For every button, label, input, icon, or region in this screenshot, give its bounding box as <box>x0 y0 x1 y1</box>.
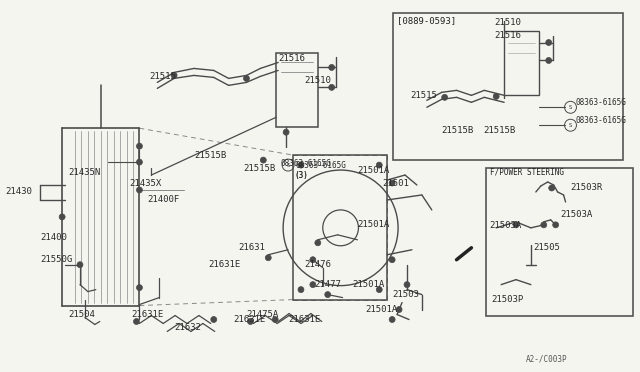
Circle shape <box>541 222 547 228</box>
Circle shape <box>513 222 519 228</box>
Text: 08363-6165G: 08363-6165G <box>575 116 627 125</box>
Circle shape <box>493 93 499 99</box>
Text: 08363-6165G: 08363-6165G <box>280 158 331 167</box>
Text: 21515B: 21515B <box>442 126 474 135</box>
Text: S: S <box>287 163 290 167</box>
Text: 21475A: 21475A <box>246 310 278 319</box>
Circle shape <box>283 129 289 135</box>
Text: 21501A: 21501A <box>353 280 385 289</box>
Circle shape <box>329 64 335 70</box>
Text: 21510: 21510 <box>304 76 331 85</box>
Circle shape <box>389 317 395 323</box>
Text: 21435X: 21435X <box>129 179 162 187</box>
Text: 21400: 21400 <box>40 233 67 242</box>
Circle shape <box>59 214 65 220</box>
Circle shape <box>329 84 335 90</box>
Text: 21631E: 21631E <box>288 315 321 324</box>
Text: 21550G: 21550G <box>40 255 72 264</box>
Circle shape <box>136 143 143 149</box>
Circle shape <box>171 73 177 78</box>
Circle shape <box>546 58 552 64</box>
Circle shape <box>243 76 250 81</box>
Circle shape <box>376 286 382 293</box>
Text: F/POWER STEERING: F/POWER STEERING <box>490 167 564 177</box>
Text: 21515: 21515 <box>149 72 176 81</box>
Text: 08363-6165G: 08363-6165G <box>575 98 627 107</box>
Circle shape <box>310 257 316 263</box>
Circle shape <box>389 257 395 263</box>
Text: 21516: 21516 <box>278 54 305 63</box>
Text: 21501A: 21501A <box>358 166 390 174</box>
Text: 21503P: 21503P <box>492 295 524 304</box>
Text: 21516: 21516 <box>494 31 521 40</box>
Text: 21503R: 21503R <box>570 183 603 192</box>
Text: S: S <box>569 123 572 128</box>
Circle shape <box>310 282 316 288</box>
Text: 21631: 21631 <box>239 243 266 252</box>
Bar <box>276 52 318 127</box>
Text: 21477: 21477 <box>314 280 340 289</box>
Circle shape <box>396 307 402 312</box>
Circle shape <box>136 187 143 193</box>
Circle shape <box>315 240 321 246</box>
Text: 21503A: 21503A <box>561 211 593 219</box>
Circle shape <box>77 262 83 268</box>
Text: 21501: 21501 <box>382 179 409 187</box>
Circle shape <box>136 285 143 291</box>
Circle shape <box>266 255 271 261</box>
Text: 21515: 21515 <box>410 91 437 100</box>
Text: (3): (3) <box>294 170 308 180</box>
Text: 21632: 21632 <box>174 323 201 332</box>
Text: 21476: 21476 <box>304 260 331 269</box>
Text: 21430: 21430 <box>6 187 33 196</box>
Text: 21503: 21503 <box>392 290 419 299</box>
Circle shape <box>272 317 278 323</box>
Bar <box>504 31 539 95</box>
Bar <box>486 168 633 315</box>
Circle shape <box>134 318 140 324</box>
Circle shape <box>298 162 304 168</box>
Text: 21515B: 21515B <box>243 164 276 173</box>
Circle shape <box>211 317 217 323</box>
Text: A2-/C003P: A2-/C003P <box>526 355 568 364</box>
Bar <box>393 13 623 160</box>
Text: 21515B: 21515B <box>483 126 516 135</box>
Circle shape <box>553 222 559 228</box>
Text: 21400F: 21400F <box>147 195 180 205</box>
Circle shape <box>389 180 395 186</box>
Text: 21503A: 21503A <box>489 221 522 230</box>
Text: 21510: 21510 <box>494 18 521 27</box>
Circle shape <box>546 39 552 45</box>
Text: 21631E: 21631E <box>209 260 241 269</box>
Circle shape <box>324 292 331 298</box>
Text: 21631E: 21631E <box>131 310 164 319</box>
Text: 21631E: 21631E <box>234 315 266 324</box>
Circle shape <box>298 286 304 293</box>
Text: 21515B: 21515B <box>194 151 226 160</box>
Circle shape <box>548 185 555 191</box>
Text: 21435N: 21435N <box>68 167 100 177</box>
Circle shape <box>260 157 266 163</box>
Circle shape <box>136 159 143 165</box>
Bar <box>293 155 387 299</box>
Text: 21501A: 21501A <box>365 305 397 314</box>
Circle shape <box>404 282 410 288</box>
Circle shape <box>376 162 382 168</box>
Text: 08363-6165G: 08363-6165G <box>295 161 346 170</box>
Text: 21505: 21505 <box>533 243 560 252</box>
Text: 21501A: 21501A <box>358 220 390 230</box>
Circle shape <box>248 318 253 324</box>
Text: 21504: 21504 <box>68 310 95 319</box>
Text: S: S <box>569 105 572 110</box>
Text: [0889-0593]: [0889-0593] <box>397 16 456 25</box>
Text: (3): (3) <box>294 170 308 180</box>
Circle shape <box>442 94 447 100</box>
